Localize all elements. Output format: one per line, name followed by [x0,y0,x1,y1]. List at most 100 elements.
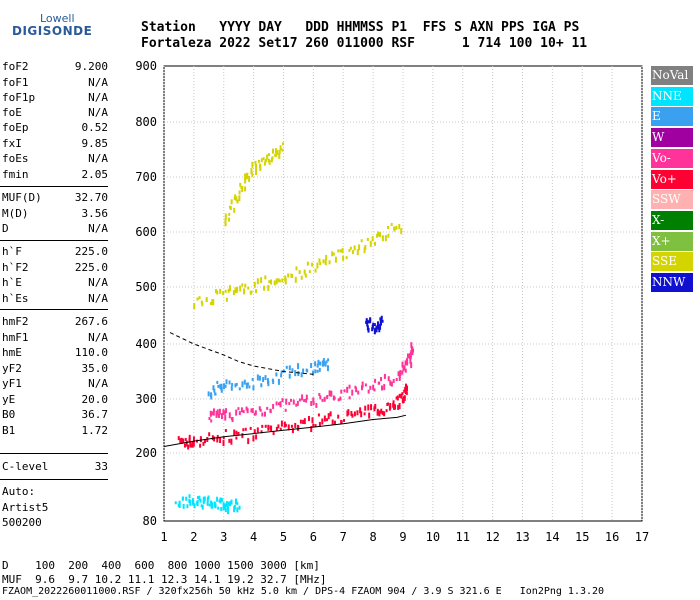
echo-mark [230,499,233,505]
echo-mark [307,416,310,422]
echo-mark [411,346,414,350]
echo-mark [212,385,215,391]
echo-mark [319,262,322,266]
echo-mark [366,319,369,324]
echo-mark [220,506,223,511]
echo-mark [275,426,278,431]
echo-mark [367,320,370,324]
echo-mark [251,378,254,382]
y-tick-label: 200 [135,446,157,460]
y-tick-label: 900 [135,59,157,73]
echo-mark [238,195,241,202]
artist-code: 500200 [2,516,42,529]
echo-mark [201,302,204,307]
echo-mark [222,440,225,447]
echo-mark [224,222,227,227]
echo-mark [228,380,231,385]
artist-label: Artist5 [2,501,49,514]
echo-mark [294,370,297,377]
echo-mark [322,259,325,264]
echo-mark [263,285,266,291]
echo-mark [188,494,191,499]
echo-mark [339,249,342,253]
echo-mark [268,159,271,165]
param-row: yE 20.0 [2,392,108,407]
echo-mark [331,419,334,425]
echo-mark [251,172,254,177]
param-value: 9.200 [74,60,108,73]
echo-mark [254,410,257,416]
x-tick-label: 3 [220,530,227,544]
echo-mark [251,161,254,168]
echo-mark [255,169,258,176]
echo-mark [230,438,233,445]
echo-mark [279,145,282,151]
x-tick-label: 4 [250,530,257,544]
echo-mark [364,244,367,250]
param-name: yF2 [2,362,22,375]
echo-mark [267,153,270,157]
legend-item: NNE [651,86,693,106]
echo-mark [268,280,271,284]
echo-mark [325,418,328,422]
echo-mark [381,410,384,415]
echo-mark [404,391,407,395]
y-tick-label: 300 [135,392,157,406]
echo-mark [200,504,203,508]
echo-mark [331,251,334,257]
echo-mark [233,504,236,510]
param-row: h`Es N/A [2,291,108,306]
echo-mark [303,399,306,403]
echo-mark [240,407,243,413]
echo-mark [214,503,217,509]
x-tick-label: 14 [545,530,559,544]
echo-mark [238,387,241,391]
echo-mark [230,199,233,205]
param-value: 110.0 [74,346,108,359]
echo-mark [222,436,225,440]
echo-mark [256,374,259,381]
echo-mark [174,501,177,505]
echo-mark [222,502,225,508]
x-tick-label: 5 [280,530,287,544]
echo-mark [179,438,182,444]
echo-mark [383,373,386,379]
param-value: 36.7 [81,408,109,421]
echo-mark [383,384,386,391]
echo-mark [285,398,288,405]
echo-mark [316,262,319,269]
echo-mark [304,273,307,278]
echo-mark [288,373,291,379]
echo-mark [358,244,361,251]
echo-mark [280,373,283,378]
echo-mark [236,507,239,513]
echo-mark [300,372,303,378]
echo-mark [255,434,258,440]
echo-mark [259,408,262,412]
echo-mark [279,401,282,408]
echo-mark [380,377,383,382]
echo-mark [244,283,247,288]
param-value: N/A [88,377,108,390]
echo-mark [349,246,352,250]
param-row: foF2 9.200 [2,59,108,74]
echo-mark [253,412,256,416]
param-row: foF1p N/A [2,90,108,105]
param-value: 9.85 [81,137,109,150]
echo-mark [294,422,297,428]
param-row: h`F2 225.0 [2,260,108,275]
echo-mark [208,417,211,421]
param-row: foEs N/A [2,151,108,166]
echo-mark [264,375,267,381]
echo-mark [401,392,404,396]
echo-mark [250,408,253,413]
echo-mark [236,501,239,505]
echo-mark [262,377,265,383]
param-row: foF1 N/A [2,75,108,90]
echo-mark [380,315,383,320]
echo-mark [267,381,270,387]
echo-mark [230,385,233,391]
echo-mark [278,279,281,283]
echo-mark [345,256,348,260]
echo-mark [188,434,191,441]
